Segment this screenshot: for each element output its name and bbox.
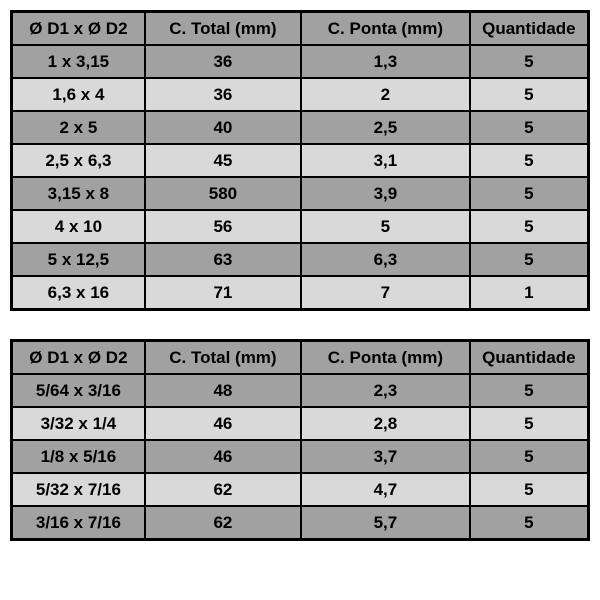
table-row: 3/32 x 1/4 46 2,8 5 <box>12 407 589 440</box>
cell-ponta: 2,3 <box>301 374 470 407</box>
cell-ponta: 5 <box>301 210 470 243</box>
table-row: 5/32 x 7/16 62 4,7 5 <box>12 473 589 506</box>
cell-dimensions: 1 x 3,15 <box>12 45 145 78</box>
col-header-quantidade: Quantidade <box>470 12 589 46</box>
cell-qty: 5 <box>470 440 589 473</box>
cell-dimensions: 5/32 x 7/16 <box>12 473 145 506</box>
table-row: 4 x 10 56 5 5 <box>12 210 589 243</box>
cell-ponta: 7 <box>301 276 470 310</box>
cell-total: 62 <box>145 473 301 506</box>
table-row: 2,5 x 6,3 45 3,1 5 <box>12 144 589 177</box>
cell-qty: 5 <box>470 473 589 506</box>
table-row: 1,6 x 4 36 2 5 <box>12 78 589 111</box>
table-row: 5 x 12,5 63 6,3 5 <box>12 243 589 276</box>
cell-qty: 5 <box>470 407 589 440</box>
cell-dimensions: 2,5 x 6,3 <box>12 144 145 177</box>
table-row: 3/16 x 7/16 62 5,7 5 <box>12 506 589 540</box>
cell-dimensions: 3/32 x 1/4 <box>12 407 145 440</box>
cell-total: 56 <box>145 210 301 243</box>
cell-total: 46 <box>145 407 301 440</box>
cell-total: 580 <box>145 177 301 210</box>
col-header-quantidade: Quantidade <box>470 341 589 375</box>
cell-total: 71 <box>145 276 301 310</box>
cell-dimensions: 3,15 x 8 <box>12 177 145 210</box>
cell-dimensions: 1,6 x 4 <box>12 78 145 111</box>
table-row: 3,15 x 8 580 3,9 5 <box>12 177 589 210</box>
cell-ponta: 2,8 <box>301 407 470 440</box>
table-row: 2 x 5 40 2,5 5 <box>12 111 589 144</box>
table-row: 6,3 x 16 71 7 1 <box>12 276 589 310</box>
cell-dimensions: 2 x 5 <box>12 111 145 144</box>
cell-ponta: 1,3 <box>301 45 470 78</box>
table-header-row: Ø D1 x Ø D2 C. Total (mm) C. Ponta (mm) … <box>12 341 589 375</box>
table-row: 1 x 3,15 36 1,3 5 <box>12 45 589 78</box>
table-row: 5/64 x 3/16 48 2,3 5 <box>12 374 589 407</box>
cell-qty: 5 <box>470 210 589 243</box>
cell-total: 36 <box>145 45 301 78</box>
spec-table-2: Ø D1 x Ø D2 C. Total (mm) C. Ponta (mm) … <box>10 339 590 541</box>
cell-ponta: 6,3 <box>301 243 470 276</box>
cell-total: 62 <box>145 506 301 540</box>
col-header-dimensions: Ø D1 x Ø D2 <box>12 341 145 375</box>
cell-qty: 5 <box>470 111 589 144</box>
col-header-dimensions: Ø D1 x Ø D2 <box>12 12 145 46</box>
cell-dimensions: 5 x 12,5 <box>12 243 145 276</box>
cell-ponta: 3,7 <box>301 440 470 473</box>
cell-ponta: 2,5 <box>301 111 470 144</box>
table-header-row: Ø D1 x Ø D2 C. Total (mm) C. Ponta (mm) … <box>12 12 589 46</box>
cell-qty: 5 <box>470 374 589 407</box>
cell-dimensions: 6,3 x 16 <box>12 276 145 310</box>
cell-ponta: 3,9 <box>301 177 470 210</box>
cell-ponta: 3,1 <box>301 144 470 177</box>
cell-total: 48 <box>145 374 301 407</box>
cell-qty: 5 <box>470 243 589 276</box>
col-header-ponta: C. Ponta (mm) <box>301 341 470 375</box>
cell-qty: 5 <box>470 78 589 111</box>
cell-total: 63 <box>145 243 301 276</box>
cell-total: 40 <box>145 111 301 144</box>
cell-total: 45 <box>145 144 301 177</box>
cell-qty: 5 <box>470 45 589 78</box>
cell-ponta: 2 <box>301 78 470 111</box>
cell-ponta: 5,7 <box>301 506 470 540</box>
col-header-ponta: C. Ponta (mm) <box>301 12 470 46</box>
cell-qty: 5 <box>470 177 589 210</box>
col-header-total: C. Total (mm) <box>145 12 301 46</box>
cell-dimensions: 4 x 10 <box>12 210 145 243</box>
cell-qty: 5 <box>470 506 589 540</box>
cell-dimensions: 1/8 x 5/16 <box>12 440 145 473</box>
cell-dimensions: 3/16 x 7/16 <box>12 506 145 540</box>
cell-ponta: 4,7 <box>301 473 470 506</box>
cell-total: 46 <box>145 440 301 473</box>
cell-qty: 5 <box>470 144 589 177</box>
cell-dimensions: 5/64 x 3/16 <box>12 374 145 407</box>
table-row: 1/8 x 5/16 46 3,7 5 <box>12 440 589 473</box>
cell-total: 36 <box>145 78 301 111</box>
col-header-total: C. Total (mm) <box>145 341 301 375</box>
cell-qty: 1 <box>470 276 589 310</box>
spec-table-1: Ø D1 x Ø D2 C. Total (mm) C. Ponta (mm) … <box>10 10 590 311</box>
